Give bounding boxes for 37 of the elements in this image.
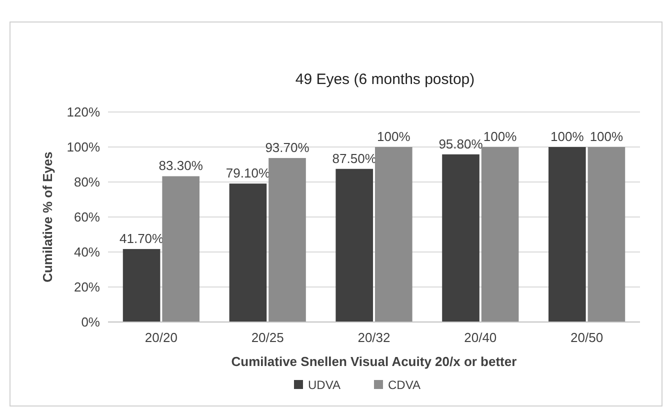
y-tick-label: 60% [74, 210, 100, 225]
y-tick-label: 20% [74, 280, 100, 295]
legend-label: CDVA [388, 378, 420, 392]
bar [122, 249, 160, 322]
legend-label: UDVA [308, 378, 340, 392]
data-label: 93.70% [265, 140, 310, 156]
data-label: 41.70% [120, 231, 164, 246]
chart-title: 49 Eyes (6 months postop) [295, 71, 475, 88]
y-axis-title: Cumilative % of Eyes [40, 152, 55, 282]
data-label: 87.50% [332, 150, 377, 166]
data-label: 100% [483, 129, 518, 144]
y-tick-label: 100% [66, 140, 100, 155]
data-label: 100% [590, 129, 624, 144]
x-tick-label: 20/50 [570, 330, 604, 345]
data-label: 83.30% [158, 158, 204, 174]
data-label: 79.10% [226, 166, 270, 181]
y-tick-label: 40% [74, 244, 100, 260]
bar [268, 158, 306, 322]
y-tick-label: 80% [74, 174, 100, 190]
x-tick-label: 20/25 [251, 330, 284, 345]
data-label: 95.80% [438, 136, 484, 152]
bar [374, 147, 412, 322]
x-tick-label: 20/32 [358, 330, 390, 345]
y-tick-label: 0% [81, 314, 100, 330]
bar [548, 147, 586, 322]
bar [442, 154, 480, 322]
bar [162, 176, 200, 322]
bar [229, 184, 267, 322]
x-tick-label: 20/40 [464, 330, 497, 345]
y-tick-label: 120% [66, 104, 100, 120]
bar [588, 147, 626, 322]
x-axis-title: Cumilative Snellen Visual Acuity 20/x or better [231, 354, 517, 369]
bar [336, 168, 374, 322]
x-tick-label: 20/20 [144, 330, 178, 345]
data-label: 100% [550, 129, 584, 144]
data-label: 100% [377, 129, 411, 144]
bar [481, 147, 519, 322]
